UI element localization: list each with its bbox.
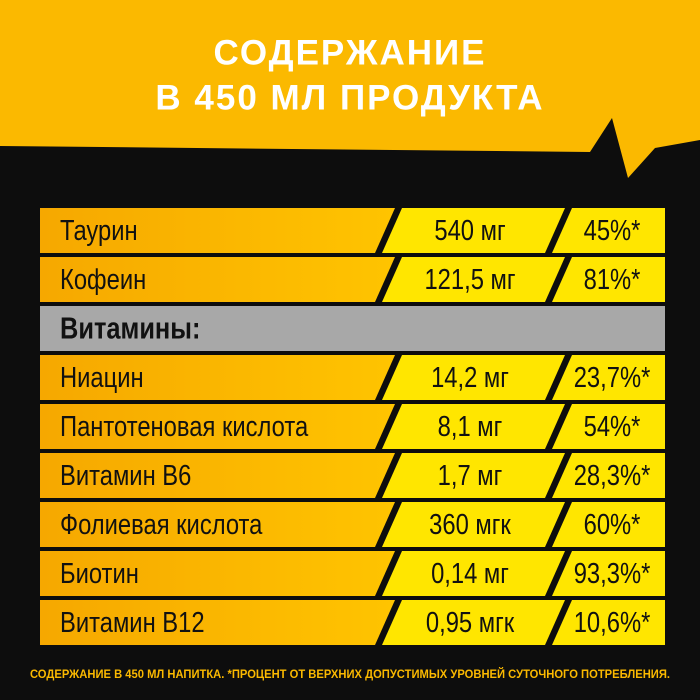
row-amount: 14,2 мг [431, 361, 509, 394]
row-name: Витамин B12 [60, 606, 205, 639]
percent-cell [552, 502, 665, 547]
percent-cell [552, 453, 665, 498]
row-percent: 54%* [584, 410, 641, 443]
name-cell [40, 404, 395, 449]
name-cell [40, 502, 395, 547]
row-percent: 28,3%* [574, 459, 651, 492]
section-bar [40, 306, 665, 351]
name-cell [40, 600, 395, 645]
amount-cell [382, 453, 565, 498]
amount-cell [382, 404, 565, 449]
percent-cell [552, 600, 665, 645]
row-name: Фолиевая кислота [60, 508, 263, 541]
title-line: СОДЕРЖАНИЕ [213, 33, 486, 72]
row-percent: 23,7%* [574, 361, 651, 394]
section-title: Витамины: [60, 311, 200, 346]
row-percent: 60%* [584, 508, 641, 541]
percent-cell [552, 404, 665, 449]
row-percent: 45%* [584, 214, 641, 247]
name-cell [40, 551, 395, 596]
percent-cell [552, 551, 665, 596]
row-amount: 360 мгк [429, 508, 511, 541]
amount-cell [382, 355, 565, 400]
row-name: Витамин B6 [60, 459, 191, 492]
row-amount: 1,7 мг [438, 459, 503, 492]
name-cell [40, 453, 395, 498]
amount-cell [382, 600, 565, 645]
row-percent: 81%* [584, 263, 641, 296]
row-name: Биотин [60, 557, 139, 590]
name-cell [40, 355, 395, 400]
amount-cell [382, 257, 565, 302]
row-amount: 540 мг [434, 214, 505, 247]
percent-cell [552, 355, 665, 400]
row-percent: 10,6%* [574, 606, 651, 639]
name-cell [40, 208, 395, 253]
amount-cell [382, 551, 565, 596]
name-cell [40, 257, 395, 302]
row-amount: 0,95 мгк [426, 606, 515, 639]
amount-cell [382, 502, 565, 547]
row-amount: 0,14 мг [431, 557, 509, 590]
row-amount: 8,1 мг [438, 410, 503, 443]
row-name: Пантотеновая кислота [60, 410, 308, 443]
percent-cell [552, 208, 665, 253]
header-band [0, 0, 700, 178]
row-name: Кофеин [60, 263, 146, 296]
title-line: В 450 МЛ ПРОДУКТА [155, 78, 544, 117]
row-percent: 93,3%* [574, 557, 651, 590]
row-name: Таурин [60, 214, 138, 247]
footnote: СОДЕРЖАНИЕ В 450 МЛ НАПИТКА. *ПРОЦЕНТ ОТ… [30, 666, 670, 681]
row-name: Ниацин [60, 361, 144, 394]
row-amount: 121,5 мг [424, 263, 515, 296]
amount-cell [382, 208, 565, 253]
percent-cell [552, 257, 665, 302]
